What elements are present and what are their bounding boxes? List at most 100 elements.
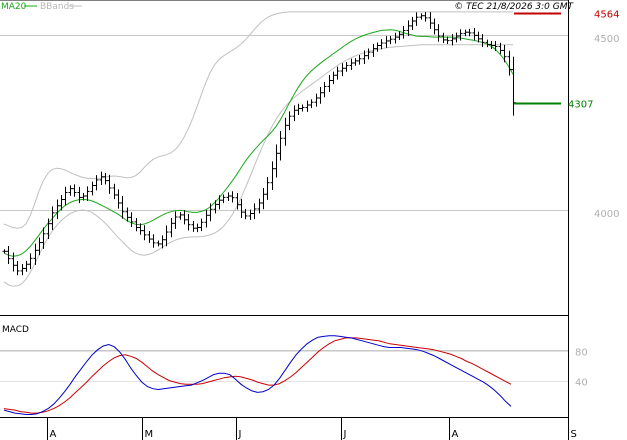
price-bar xyxy=(59,194,64,211)
price-bar xyxy=(20,264,25,276)
price-bar xyxy=(458,29,463,41)
price-bar xyxy=(33,243,38,265)
price-bar xyxy=(419,13,424,20)
price-bar xyxy=(63,186,68,206)
price-bar xyxy=(335,66,340,80)
price-bar xyxy=(450,34,455,46)
price-bar xyxy=(498,42,503,55)
price-bars xyxy=(2,11,516,276)
price-bar xyxy=(476,31,481,43)
price-bar xyxy=(428,12,433,29)
macd-panel-title: MACD xyxy=(2,325,29,335)
price-bar xyxy=(480,34,485,48)
price-bar xyxy=(208,203,213,222)
price-bar xyxy=(265,177,270,200)
resistance-level-label: 4564 xyxy=(594,10,619,21)
price-bar xyxy=(28,253,33,270)
price-bar xyxy=(388,36,393,45)
price-bar xyxy=(191,221,196,232)
price-bar xyxy=(221,194,226,204)
bollinger-bands xyxy=(3,11,513,287)
price-bar xyxy=(305,100,310,112)
price-bar xyxy=(287,111,292,131)
price-bar xyxy=(235,193,240,210)
price-bar xyxy=(375,42,380,52)
price-bar xyxy=(257,198,262,214)
price-bar xyxy=(309,99,314,108)
price-bar xyxy=(217,195,222,210)
price-bar xyxy=(384,36,389,48)
price-bar xyxy=(327,75,332,92)
price-bar xyxy=(445,36,450,44)
price-bar xyxy=(99,171,104,186)
price-bar xyxy=(371,43,376,57)
price-levels: 4564 4307 xyxy=(514,10,619,111)
price-bar xyxy=(195,223,200,233)
price-bar xyxy=(463,29,468,37)
price-bar xyxy=(107,174,112,194)
ma20-line-group xyxy=(3,29,514,257)
price-bar xyxy=(239,198,244,218)
price-bar xyxy=(410,16,415,30)
price-bar xyxy=(366,48,371,60)
price-bar xyxy=(178,212,183,220)
price-tick-label: 4500 xyxy=(594,34,619,45)
price-bar xyxy=(441,32,446,44)
price-bar xyxy=(116,189,121,209)
price-bar xyxy=(81,192,86,201)
price-bar xyxy=(129,212,134,227)
price-bar xyxy=(349,58,354,70)
price-bar xyxy=(300,104,305,112)
chart-frame xyxy=(0,0,569,418)
price-bar xyxy=(467,28,472,37)
support-level-label: 4307 xyxy=(568,100,593,111)
price-bar xyxy=(454,32,459,43)
macd-signal-line xyxy=(3,337,512,414)
price-bar xyxy=(406,20,411,37)
price-bar xyxy=(134,218,139,232)
price-bar xyxy=(414,12,419,26)
price-bar xyxy=(340,63,345,77)
price-bar xyxy=(331,71,336,85)
price-bar xyxy=(41,227,46,249)
price-bar xyxy=(270,161,275,191)
price-bar xyxy=(204,210,209,228)
price-tick-label: 4000 xyxy=(594,209,619,220)
price-bar xyxy=(6,245,11,265)
price-bar xyxy=(46,218,51,239)
price-bar xyxy=(248,209,253,220)
price-bar xyxy=(164,225,169,247)
price-bar xyxy=(151,234,156,248)
price-bar xyxy=(432,18,437,35)
time-tick-label: J xyxy=(343,429,347,440)
price-bar xyxy=(199,218,204,232)
price-gridlines xyxy=(0,35,568,351)
price-bar xyxy=(511,56,516,116)
time-tick-label: A xyxy=(452,429,459,440)
price-bar xyxy=(120,196,125,219)
price-bar xyxy=(296,103,301,115)
price-bar xyxy=(147,230,152,243)
time-tick-label: S xyxy=(571,429,577,440)
price-axis-labels: 4500 4000 xyxy=(594,34,619,220)
price-bar xyxy=(186,214,191,231)
copyright-label: © TEC 21/8/2026 3:0 GMT xyxy=(454,2,574,12)
price-bar xyxy=(283,117,288,146)
macd-line xyxy=(3,335,512,415)
price-bar xyxy=(472,27,477,41)
legend-ma20-label: MA20 xyxy=(1,2,27,12)
price-bar xyxy=(112,183,117,200)
price-bar xyxy=(502,44,507,63)
time-tick-label: A xyxy=(50,429,57,440)
price-bar xyxy=(436,24,441,42)
price-bar xyxy=(169,218,174,238)
price-bar xyxy=(173,211,178,229)
price-bar xyxy=(77,186,82,204)
macd-tick-label: 40 xyxy=(575,378,588,389)
price-bar xyxy=(393,32,398,44)
price-bar xyxy=(401,26,406,39)
price-bar xyxy=(493,40,498,52)
price-bar xyxy=(344,61,349,72)
price-bar xyxy=(489,40,494,49)
